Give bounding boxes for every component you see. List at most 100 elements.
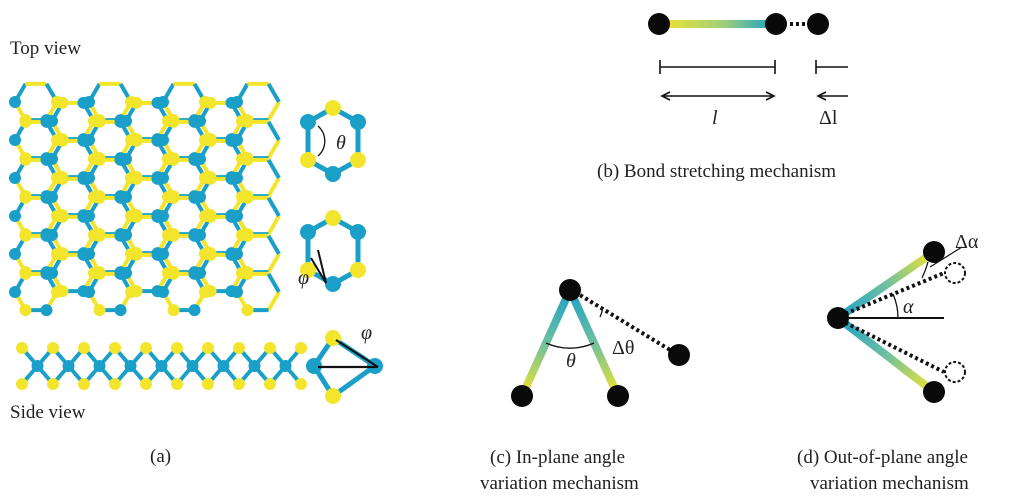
atom-s [19,267,32,280]
atom-s [56,248,69,261]
atom-mo [83,248,95,260]
atom-mo [279,360,292,372]
delta-alpha-symbol: Δα [955,231,979,253]
atom-mo [31,360,44,372]
atom-mo [248,360,261,372]
atom-s [130,210,143,223]
lattice-bond [266,272,281,294]
atom-mo [194,153,206,165]
atom-mo [231,286,243,298]
atom-s [109,378,121,390]
atom-mo [157,210,169,222]
displaced-atom [944,262,966,284]
honeycomb-lattice-top-view [9,81,281,317]
phi-line [335,339,379,368]
atom-s [204,96,217,109]
lattice-bond [266,100,281,122]
atom-mo [325,276,341,292]
rotated-bond [573,290,677,355]
lattice-bond [266,290,281,312]
atom [668,344,690,366]
panel-a: Top view Side view (a) θ [9,38,383,467]
lattice-bond [266,215,281,236]
hexagon-phi: φ [298,210,366,292]
atom-s [241,304,254,317]
length-symbol: l [712,107,718,129]
bond [835,314,937,396]
atom-s [350,262,366,278]
lattice-bond [266,139,281,160]
panel-d-caption-line2: variation mechanism [810,473,969,494]
atom-mo [9,172,21,184]
atom-s [171,378,183,390]
atom-mo [350,114,366,130]
side-view-chain [16,342,307,390]
atom-mo [194,191,206,203]
atom-s [350,152,366,168]
atom-mo [157,172,169,184]
atom-s [19,191,32,204]
atom-mo [9,96,21,108]
atom-s [295,378,307,390]
atom-mo [83,96,95,108]
atom-mo [231,210,243,222]
atom-mo [9,134,21,146]
hexagon-theta: θ [300,100,366,182]
atom-s [93,191,106,204]
atom-mo [157,286,169,298]
atom [648,13,670,35]
arrow-head-left [660,91,671,101]
atom-s [167,153,180,166]
atom-mo [124,360,137,372]
atom [923,241,945,263]
theta-symbol: θ [566,350,576,372]
atom-s [264,378,276,390]
atom-mo [9,286,21,298]
atom-mo [83,286,95,298]
alpha-symbol: α [903,296,914,318]
atom-s [300,152,316,168]
atom-s [167,304,180,317]
atom [765,13,787,35]
atom [807,13,829,35]
hexagon-ring [305,215,361,287]
displaced-atom [944,361,966,383]
atom-s [204,134,217,147]
atom-s [93,304,106,317]
phi-line [310,257,327,284]
hexagon-ring [305,105,361,177]
atom [511,385,533,407]
atom-mo [114,304,127,317]
phi-symbol-2: φ [361,322,372,344]
atom-mo [120,115,132,127]
lattice-bond [266,252,281,274]
atom-mo [155,360,168,372]
atom-mo [120,153,132,165]
atom-mo [120,229,132,241]
atom-mo [46,191,58,203]
tilted-bond [839,271,945,318]
atom-s [171,342,183,354]
atom-mo [46,229,58,241]
atom-mo [194,115,206,127]
atom-s [241,115,254,128]
panel-b: l Δl (b) Bond stretching mechanism [597,13,848,182]
delta-theta-symbol: Δθ [612,337,634,359]
delta-theta-arc [599,306,604,318]
panel-d: α Δα (d) Out-of-plane angle variation me… [797,231,979,494]
atom-s [56,96,69,109]
atom-mo [231,172,243,184]
panel-d-caption-line1: (d) Out-of-plane angle [797,447,968,468]
atom-s [93,153,106,166]
atom-s [56,134,69,147]
atom-s [233,342,245,354]
atom-s [241,267,254,280]
atom-mo [157,96,169,108]
atom-s [19,304,32,317]
atom-mo [83,210,95,222]
atom-s [167,115,180,128]
arrow-head-right [765,91,776,101]
atom-mo [46,115,58,127]
alpha-arc [892,293,899,319]
